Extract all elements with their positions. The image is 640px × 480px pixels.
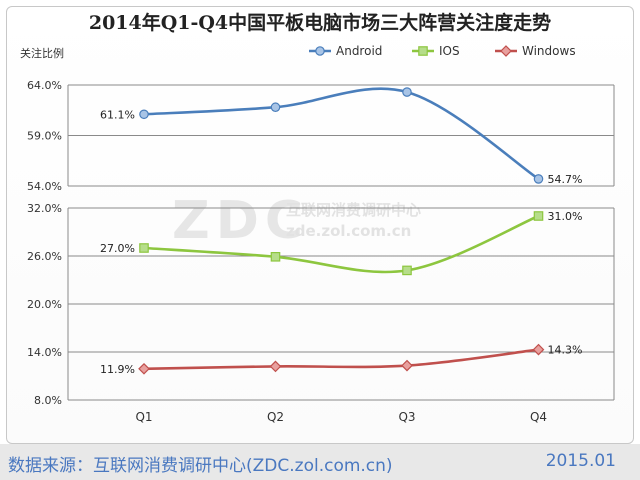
legend-item-windows: Windows [495,44,576,58]
legend-marker [418,46,428,56]
legend-label: IOS [439,44,460,58]
data-point [402,87,412,97]
panel-1: 64.0% 59.0% 54.0% 61.1% 54.7% [27,79,615,193]
data-point [139,243,149,253]
y-tick-label: 32.0% [27,202,62,215]
series-windows: 11.9% 14.3% [100,344,582,376]
x-tick-label: Q4 [530,410,547,424]
data-label: 61.1% [100,108,135,121]
y-tick-label: 14.0% [27,346,62,359]
data-label: 27.0% [100,242,135,255]
chart-title: 2014年Q1-Q4中国平板电脑市场三大阵营关注度走势 [88,12,552,34]
y-tick-label: 8.0% [34,394,62,407]
data-point [401,359,413,372]
series-line [143,214,539,274]
legend-label: Windows [522,44,576,58]
series-line [143,87,540,181]
y-tick-label: 54.0% [27,180,62,193]
series-android: 61.1% 54.7% [100,87,583,186]
legend-item-android: Android [309,44,382,58]
legend: Android IOS Windows [309,44,576,58]
data-label: 54.7% [548,173,583,186]
data-point [138,362,150,375]
x-tick-label: Q2 [267,410,284,424]
footer-date: 2015.01 [545,451,616,471]
x-tick-label: Q1 [135,410,152,424]
legend-marker [500,45,512,57]
legend-item-ios: IOS [412,44,460,58]
data-label: 14.3% [548,344,583,357]
data-point [532,343,545,356]
data-point [533,211,544,221]
x-tick-label: Q3 [398,410,415,424]
y-axis-label: 关注比例 [20,47,64,60]
data-point [139,109,149,120]
y-tick-label: 20.0% [27,298,62,311]
series-line [143,348,539,371]
y-tick-label: 64.0% [27,79,62,92]
line-chart: ZDC 互联网消费调研中心 zde.zol.com.cn Android IOS W… [27,44,615,424]
data-point [533,174,544,184]
footer-source: 数据来源：互联网消费调研中心(ZDC.zol.com.cn) [8,456,393,476]
watermark-url: zde.zol.com.cn [286,222,411,240]
series-ios: 27.0% 31.0% [100,210,583,276]
data-point [402,265,412,276]
chart-frame [6,6,634,444]
panel-2: 32.0%26.0%20.0%14.0%8.0%27.0%31.0%11.9%1… [27,202,615,407]
y-tick-label: 59.0% [27,130,62,143]
watermark-logo: ZDC [172,191,309,251]
watermark: ZDC 互联网消费调研中心 zde.zol.com.cn [172,191,421,251]
data-point [270,102,281,113]
watermark-cn: 互联网消费调研中心 [286,201,421,219]
footer-bar: 数据来源：互联网消费调研中心(ZDC.zol.com.cn) 2015.01 [0,444,640,480]
data-label: 11.9% [100,363,135,376]
data-point [269,360,282,373]
data-label: 31.0% [548,210,583,223]
data-point [270,252,281,262]
plot-area: 64.0% 59.0% 54.0% 61.1% 54.7% 32.0% 26.0% 20.0%… [27,79,615,424]
y-tick-label: 26.0% [27,250,62,263]
legend-marker [315,46,325,56]
legend-label: Android [336,44,382,58]
